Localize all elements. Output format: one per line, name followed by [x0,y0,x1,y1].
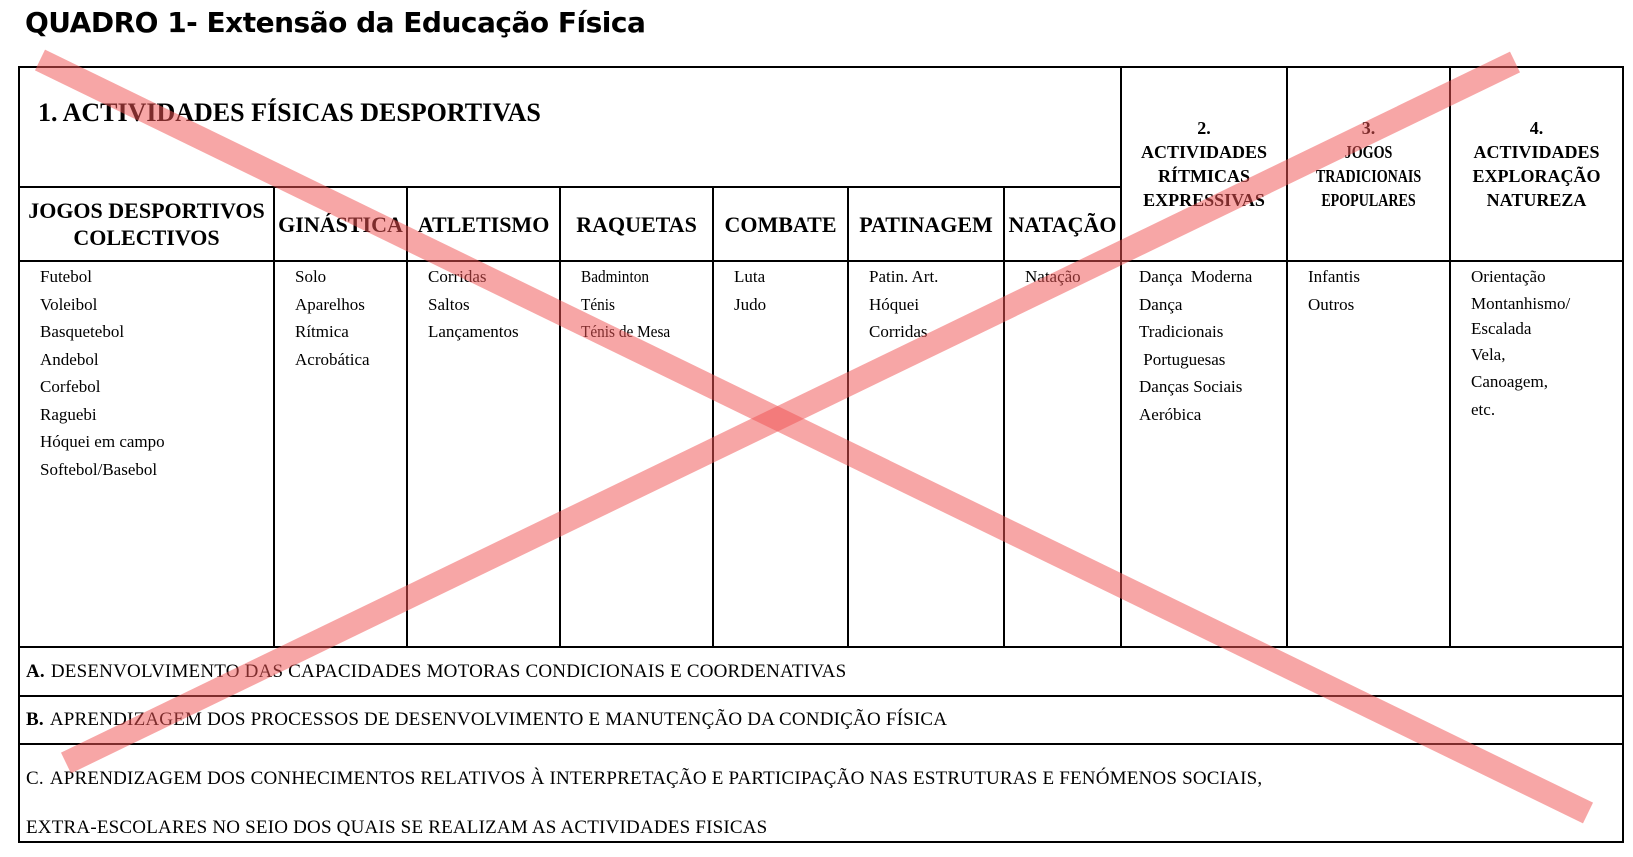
list-item: Ténis [581,294,616,314]
list-item: Corridas [428,267,487,286]
list-item: Lançamentos [428,322,519,341]
cell-exploracao-natureza-items: Orientação Montanhismo/ Escalada Vela, C… [1451,262,1622,648]
group-header-line: ACTIVIDADES [1140,142,1268,162]
group-header-number: 4. [1529,118,1544,138]
list-item: Dança Moderna [1139,267,1253,286]
footer-row-c: C. APRENDIZAGEM DOS CONHECIMENTOS RELATIV… [20,745,1622,841]
cell-jogos-desportivos-items: Futebol Voleibol Basquetebol Andebol Cor… [20,262,275,648]
list-item: Vela, [1471,344,1506,364]
list-item: Danças Sociais [1139,377,1243,396]
extension-table: 1. ACTIVIDADES FÍSICAS DESPORTIVAS 2. AC… [18,66,1624,843]
list-item: Patin. Art. [869,267,939,286]
main-header-actividades-fisicas-desportivas: 1. ACTIVIDADES FÍSICAS DESPORTIVAS [20,68,1122,188]
list-item: Andebol [40,349,99,369]
col-header-combate: COMBATE [714,188,849,262]
list-item: Orientação [1471,267,1546,286]
list-item: etc. [1471,399,1496,419]
list-item: Hóquei [869,294,920,314]
footer-row-prefix: C. [26,768,44,789]
cell-natacao-items: Natação [1005,262,1122,648]
group-header-line: EPOPULARES [1321,190,1416,210]
list-item: Ténis de Mesa [581,322,671,341]
list-item: Luta [734,267,766,286]
group-header-line: EXPLORAÇÃO [1472,166,1601,186]
group-header-condensed-lines: JOGOS TRADICIONAIS EPOPULARES [1316,140,1421,212]
group-header-line: RÍTMICAS [1157,166,1250,186]
cell-ginastica-items: Solo Aparelhos Rítmica Acrobática [275,262,408,648]
list-item: Infantis [1308,267,1360,286]
footer-row-text: APRENDIZAGEM DOS CONHECIMENTOS RELATIVOS… [49,768,1263,789]
cell-actividades-ritmicas-items: Dança Moderna Dança Tradicionais Portugu… [1122,262,1288,648]
list-item: Voleibol [40,294,98,314]
group-header-actividades-ritmicas-expressivas: 2. ACTIVIDADES RÍTMICAS EXPRESSIVAS [1122,68,1288,262]
group-header-actividades-exploracao-natureza: 4. ACTIVIDADES EXPLORAÇÃO NATUREZA [1451,68,1622,262]
list-item: Tradicionais [1139,322,1224,341]
list-item: Solo [295,267,327,286]
cell-raquetas-items: Badminton Ténis Ténis de Mesa [561,262,714,648]
group-header-number: 2. [1197,118,1211,138]
group-header-line: NATUREZA [1486,190,1587,210]
col-header-jogos-desportivos-colectivos: JOGOS DESPORTIVOS COLECTIVOS [20,188,275,262]
footer-row-a: A. DESENVOLVIMENTO DAS CAPACIDADES MOTOR… [20,648,1622,697]
footer-row-b: B. APRENDIZAGEM DOS PROCESSOS DE DESENVO… [20,697,1622,745]
list-item: Basquetebol [40,322,125,341]
footer-row-prefix: A. [26,660,45,682]
list-item: Dança [1139,294,1183,314]
cell-patinagem-items: Patin. Art. Hóquei Corridas [849,262,1005,648]
cell-jogos-tradicionais-items: Infantis Outros [1288,262,1451,648]
list-item: Softebol/Basebol [40,459,158,479]
list-item: Hóquei em campo [40,432,165,451]
footer-row-line: C. APRENDIZAGEM DOS CONHECIMENTOS RELATIV… [26,754,1622,803]
list-item: Corfebol [40,377,101,396]
footer-row-text: APRENDIZAGEM DOS PROCESSOS DE DESENVOLVI… [49,709,948,730]
group-header-jogos-tradicionais-populares: 3. JOGOS TRADICIONAIS EPOPULARES [1288,68,1451,262]
col-header-ginastica: GINÁSTICA [275,188,408,262]
list-item: Escalada [1471,318,1532,338]
col-header-patinagem: PATINAGEM [849,188,1005,262]
footer-row-text: DESENVOLVIMENTO DAS CAPACIDADES MOTORAS … [50,660,847,682]
list-item: Montanhismo/ [1471,293,1571,313]
col-header-natacao: NATAÇÃO [1005,188,1122,262]
list-item: Aparelhos [295,294,365,314]
list-item: Futebol [40,267,92,286]
list-item: Aeróbica [1139,404,1202,424]
group-header-line: EXPRESSIVAS [1143,190,1265,210]
list-item: Corridas [869,322,928,341]
cell-atletismo-items: Corridas Saltos Lançamentos [408,262,561,648]
footer-row-line: EXTRA-ESCOLARES NO SEIO DOS QUAIS SE REA… [26,817,768,838]
col-header-raquetas: RAQUETAS [561,188,714,262]
list-item: Judo [734,294,767,314]
group-header-line: TRADICIONAIS [1315,166,1422,186]
group-header-line: ACTIVIDADES [1473,142,1600,162]
list-item: Saltos [428,294,470,314]
list-item: Outros [1308,294,1355,314]
group-header-number: 3. [1361,118,1376,138]
list-item: Portuguesas [1139,349,1226,369]
list-item: Badminton [581,267,650,286]
list-item: Canoagem, [1471,372,1548,391]
page-title: QUADRO 1- Extensão da Educação Física [25,6,646,39]
group-header-line: JOGOS [1344,142,1393,162]
list-item: Rítmica [295,322,349,341]
list-item: Natação [1025,267,1081,286]
footer-row-prefix: B. [26,709,44,730]
cell-combate-items: Luta Judo [714,262,849,648]
list-item: Acrobática [295,349,370,369]
list-item: Raguebi [40,404,97,424]
col-header-atletismo: ATLETISMO [408,188,561,262]
